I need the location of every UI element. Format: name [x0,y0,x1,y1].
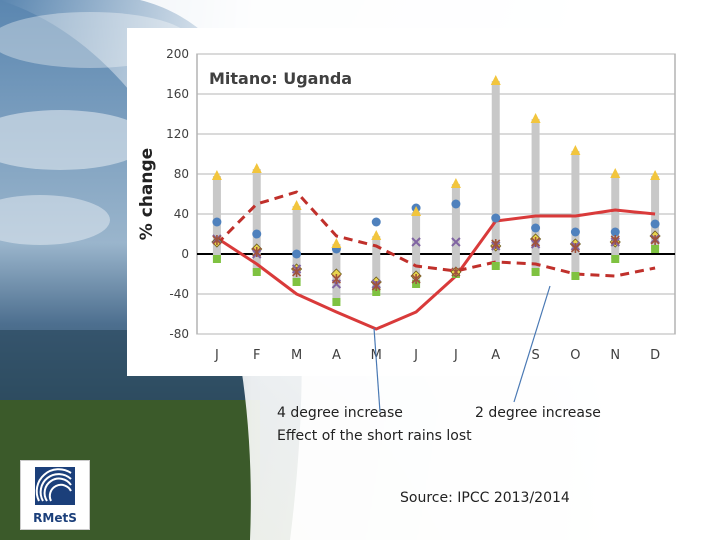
y-tick-label: 0 [181,247,189,261]
x-tick-label: N [610,348,620,363]
rmets-logo-mark [35,467,75,505]
marker-star [292,267,302,277]
marker-triangle [490,75,501,85]
y-tick-label: 120 [166,127,189,141]
x-tick-label: O [570,348,580,363]
marker-triangle [291,200,302,210]
marker-triangle [650,170,661,180]
range-bar [491,81,500,266]
x-tick-label: D [650,348,660,363]
y-tick-label: -80 [169,327,189,341]
marker-x [411,237,421,247]
x-tick-label: J [413,348,418,363]
marker-star [331,274,341,284]
series-line-solid [216,208,656,331]
marker-square [292,278,301,286]
marker-triangle [211,170,222,180]
marker-star [252,247,262,257]
range-bar [372,236,381,292]
rmets-logo: RMetS [20,460,90,530]
series-line-dashed [215,190,656,278]
marker-circle [212,217,222,227]
y-tick-label: 160 [166,87,189,101]
marker-star [212,235,222,245]
annotation-short-rains: Effect of the short rains lost [277,428,472,444]
x-tick-label: A [332,348,341,363]
marker-star [451,267,461,277]
marker-square [332,298,341,306]
marker-circle [252,229,262,239]
range-bar [611,174,620,259]
range-bar [412,212,421,284]
marker-triangle [530,113,541,123]
y-tick-label: -40 [169,287,189,301]
annotation-2-degree: 2 degree increase [475,405,601,421]
x-tick-label: S [531,348,539,363]
source-caption: Source: IPCC 2013/2014 [400,490,570,506]
marker-circle [371,217,381,227]
marker-square [531,268,540,276]
marker-square [491,262,500,270]
x-tick-label: A [491,348,500,363]
marker-circle [531,223,541,233]
marker-circle [292,249,302,259]
y-tick-label: 80 [174,167,189,181]
marker-star [491,239,501,249]
marker-square [571,272,580,280]
annotation-4-degree: 4 degree increase [277,405,403,421]
marker-circle [491,213,501,223]
rmets-logo-text: RMetS [33,511,77,525]
marker-circle [650,219,660,229]
marker-square [611,255,620,263]
x-tick-label: J [453,348,458,363]
marker-triangle [570,145,581,155]
marker-square [252,268,261,276]
range-bar [571,151,580,276]
marker-star [570,243,580,253]
chart-title: Mitano: Uganda [209,69,352,88]
marker-circle [451,199,461,209]
range-bar [451,184,460,274]
marker-circle [570,227,580,237]
chart-panel: -80 -40 0 40 80 120 160 200 J F M A M J J A S O N D Mitano: … [127,28,687,376]
range-bar [212,176,221,259]
marker-circle [610,227,620,237]
y-tick-label: 40 [174,207,189,221]
chart: -80 -40 0 40 80 120 160 200 J F M A M J J A S O N D Mitano: … [127,28,687,376]
marker-triangle [371,230,382,240]
marker-star [411,274,421,284]
marker-star [610,235,620,245]
marker-square [212,255,221,263]
marker-star [650,235,660,245]
marker-triangle [251,163,262,173]
marker-square [651,245,660,253]
marker-triangle [411,206,422,216]
marker-triangle [450,178,461,188]
x-tick-label: F [253,348,260,363]
plot-area [196,53,676,335]
range-bar [252,169,261,272]
range-bar [531,119,540,272]
y-tick-label: 200 [166,47,189,61]
marker-triangle [610,168,621,178]
range-bar [292,206,301,282]
marker-square [372,288,381,296]
marker-x [451,237,461,247]
x-tick-label: J [214,348,219,363]
marker-triangle [331,238,342,248]
x-tick-label: M [371,348,382,363]
y-axis-label: % change [137,148,157,240]
marker-star [371,281,381,291]
x-tick-label: M [291,348,302,363]
marker-star [531,237,541,247]
